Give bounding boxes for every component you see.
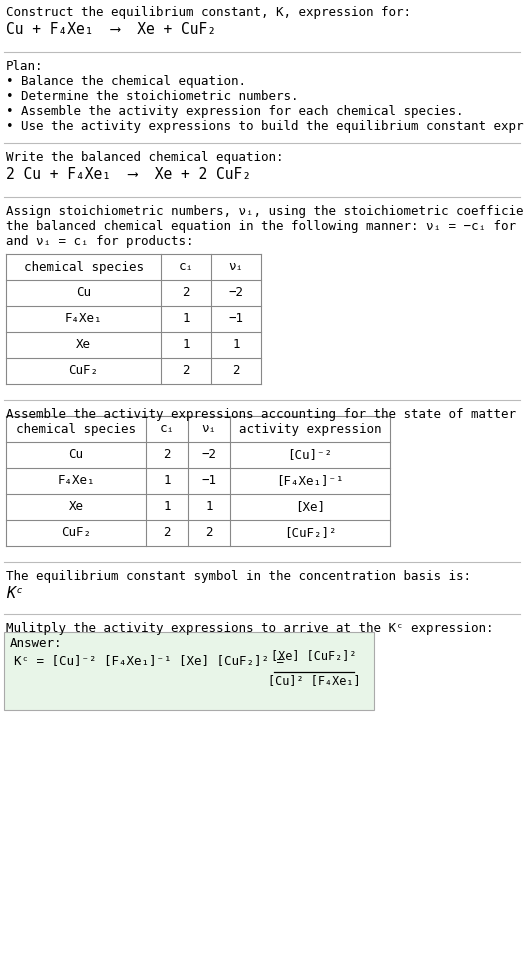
Text: Xe: Xe <box>76 339 91 351</box>
Text: F₄Xe₁: F₄Xe₁ <box>57 475 95 487</box>
Text: Plan:: Plan: <box>6 60 43 73</box>
Text: 2: 2 <box>163 526 171 540</box>
Text: νᵢ: νᵢ <box>202 422 216 435</box>
Text: activity expression: activity expression <box>239 422 381 435</box>
Text: • Determine the stoichiometric numbers.: • Determine the stoichiometric numbers. <box>6 90 299 103</box>
Text: Cu: Cu <box>76 286 91 300</box>
Text: • Use the activity expressions to build the equilibrium constant expression.: • Use the activity expressions to build … <box>6 120 524 133</box>
Text: cᵢ: cᵢ <box>159 422 174 435</box>
Text: Assign stoichiometric numbers, νᵢ, using the stoichiometric coefficients, cᵢ, fr: Assign stoichiometric numbers, νᵢ, using… <box>6 205 524 218</box>
Text: 1: 1 <box>163 501 171 514</box>
Text: Mulitply the activity expressions to arrive at the Kᶜ expression:: Mulitply the activity expressions to arr… <box>6 622 494 635</box>
Text: Xe: Xe <box>69 501 83 514</box>
Text: 1: 1 <box>182 339 190 351</box>
Text: Construct the equilibrium constant, K, expression for:: Construct the equilibrium constant, K, e… <box>6 6 411 19</box>
Text: Kᶜ = [Cu]⁻² [F₄Xe₁]⁻¹ [Xe] [CuF₂]² =: Kᶜ = [Cu]⁻² [F₄Xe₁]⁻¹ [Xe] [CuF₂]² = <box>14 654 284 667</box>
Text: 2: 2 <box>163 449 171 461</box>
Text: The equilibrium constant symbol in the concentration basis is:: The equilibrium constant symbol in the c… <box>6 570 471 583</box>
Text: Assemble the activity expressions accounting for the state of matter and νᵢ:: Assemble the activity expressions accoun… <box>6 408 524 421</box>
Text: [F₄Xe₁]⁻¹: [F₄Xe₁]⁻¹ <box>276 475 344 487</box>
Text: [Xe] [CuF₂]²: [Xe] [CuF₂]² <box>271 649 357 662</box>
Text: −1: −1 <box>202 475 216 487</box>
Text: cᵢ: cᵢ <box>179 260 193 274</box>
Text: 1: 1 <box>182 313 190 325</box>
Text: 1: 1 <box>232 339 240 351</box>
Text: −2: −2 <box>202 449 216 461</box>
Text: chemical species: chemical species <box>24 260 144 274</box>
Text: and νᵢ = cᵢ for products:: and νᵢ = cᵢ for products: <box>6 235 193 248</box>
Text: [Xe]: [Xe] <box>295 501 325 514</box>
Text: CuF₂: CuF₂ <box>69 365 99 377</box>
Text: −1: −1 <box>228 313 244 325</box>
Text: 1: 1 <box>163 475 171 487</box>
Text: [Cu]⁻²: [Cu]⁻² <box>288 449 333 461</box>
Text: Cu + F₄Xe₁  ⟶  Xe + CuF₂: Cu + F₄Xe₁ ⟶ Xe + CuF₂ <box>6 22 216 37</box>
Text: 2 Cu + F₄Xe₁  ⟶  Xe + 2 CuF₂: 2 Cu + F₄Xe₁ ⟶ Xe + 2 CuF₂ <box>6 167 251 182</box>
Text: Kᶜ: Kᶜ <box>6 586 24 601</box>
Text: F₄Xe₁: F₄Xe₁ <box>65 313 102 325</box>
Text: −2: −2 <box>228 286 244 300</box>
FancyBboxPatch shape <box>4 632 374 710</box>
Text: 2: 2 <box>182 286 190 300</box>
Text: • Assemble the activity expression for each chemical species.: • Assemble the activity expression for e… <box>6 105 464 118</box>
Text: CuF₂: CuF₂ <box>61 526 91 540</box>
Text: [Cu]² [F₄Xe₁]: [Cu]² [F₄Xe₁] <box>268 674 361 687</box>
Text: Write the balanced chemical equation:: Write the balanced chemical equation: <box>6 151 283 164</box>
Text: 2: 2 <box>205 526 213 540</box>
Text: 2: 2 <box>232 365 240 377</box>
Text: the balanced chemical equation in the following manner: νᵢ = −cᵢ for reactants: the balanced chemical equation in the fo… <box>6 220 524 233</box>
Text: [CuF₂]²: [CuF₂]² <box>284 526 336 540</box>
Text: 1: 1 <box>205 501 213 514</box>
Text: Answer:: Answer: <box>10 637 62 650</box>
Text: chemical species: chemical species <box>16 422 136 435</box>
Text: • Balance the chemical equation.: • Balance the chemical equation. <box>6 75 246 88</box>
Text: Cu: Cu <box>69 449 83 461</box>
Text: 2: 2 <box>182 365 190 377</box>
Text: νᵢ: νᵢ <box>228 260 244 274</box>
